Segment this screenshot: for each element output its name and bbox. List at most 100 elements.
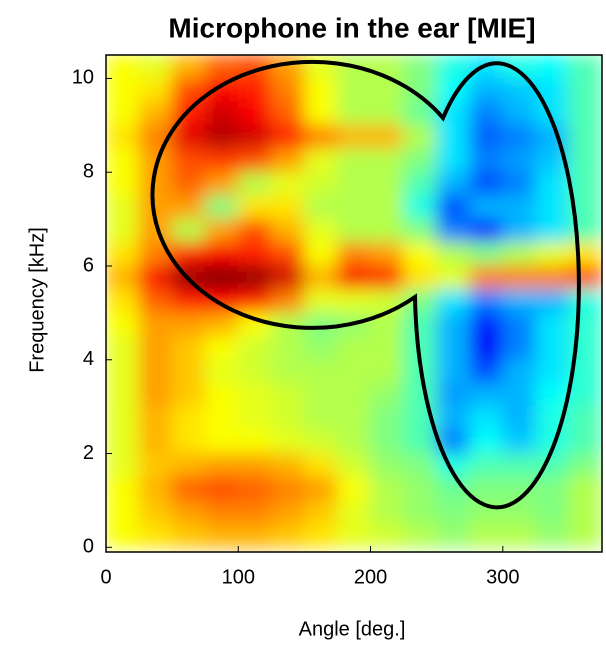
heatmap-cell bbox=[171, 335, 206, 361]
heatmap-cell bbox=[370, 195, 405, 220]
heatmap-cell bbox=[403, 218, 438, 244]
heatmap-cell bbox=[535, 312, 570, 337]
heatmap-cell bbox=[270, 453, 305, 478]
heatmap-cell bbox=[336, 288, 372, 314]
heatmap-cell bbox=[436, 242, 471, 267]
heatmap-cell bbox=[568, 429, 602, 455]
heatmap-cell bbox=[303, 55, 338, 79]
heatmap-cell bbox=[469, 382, 504, 408]
heatmap-cell bbox=[171, 382, 206, 408]
heatmap-cell bbox=[436, 523, 471, 548]
plot-frame bbox=[105, 54, 603, 553]
heatmap-cell bbox=[303, 523, 338, 548]
heatmap-cell bbox=[270, 499, 305, 525]
heatmap-cell bbox=[436, 288, 471, 314]
heatmap-cell bbox=[237, 242, 272, 267]
heatmap-cell bbox=[106, 124, 140, 150]
heatmap-cell bbox=[502, 453, 537, 478]
heatmap-cell bbox=[568, 312, 602, 337]
heatmap-cell bbox=[106, 499, 140, 525]
heatmap-cell bbox=[237, 429, 272, 455]
heatmap-cell bbox=[106, 429, 140, 455]
heatmap-cell bbox=[370, 124, 405, 150]
heatmap-cell bbox=[469, 171, 504, 197]
heatmap-cell bbox=[270, 77, 305, 103]
heatmap-cell bbox=[436, 359, 471, 384]
heatmap-cell bbox=[106, 359, 140, 384]
heatmap-cell bbox=[171, 359, 206, 384]
heatmap-cell bbox=[237, 335, 272, 361]
heatmap-cell bbox=[535, 499, 570, 525]
heatmap-cell bbox=[106, 55, 140, 79]
heatmap-cell bbox=[138, 476, 173, 501]
heatmap-cell bbox=[204, 242, 239, 267]
heatmap-cell bbox=[336, 265, 372, 290]
heatmap-cell bbox=[336, 218, 372, 244]
heatmap-cell bbox=[171, 406, 206, 431]
x-tick-label: 100 bbox=[222, 566, 255, 588]
heatmap-cell bbox=[568, 77, 602, 103]
heatmap-cell bbox=[336, 453, 372, 478]
x-tick-label: 300 bbox=[486, 566, 519, 588]
heatmap-cell bbox=[106, 312, 140, 337]
heatmap-cell bbox=[106, 453, 140, 478]
heatmap-cell bbox=[502, 523, 537, 548]
heatmap-cell bbox=[171, 499, 206, 525]
heatmap-cell bbox=[171, 453, 206, 478]
heatmap-cell bbox=[270, 288, 305, 314]
heatmap-cell bbox=[535, 382, 570, 408]
heatmap-cell bbox=[535, 288, 570, 314]
heatmap-cell bbox=[502, 124, 537, 150]
heatmap-cell bbox=[502, 195, 537, 220]
heatmap-cell bbox=[336, 148, 372, 173]
heatmap-cell bbox=[237, 148, 272, 173]
heatmap-cell bbox=[502, 429, 537, 455]
heatmap-cell bbox=[436, 265, 471, 290]
heatmap-cell bbox=[106, 195, 140, 220]
heatmap-cell bbox=[535, 55, 570, 79]
heatmap-cell bbox=[204, 335, 239, 361]
heatmap-cell bbox=[303, 359, 338, 384]
heatmap-cell bbox=[171, 124, 206, 150]
heatmap-cell bbox=[270, 429, 305, 455]
heatmap-cell bbox=[370, 101, 405, 126]
heatmap-cell bbox=[370, 148, 405, 173]
heatmap-cell bbox=[106, 523, 140, 548]
heatmap-cell bbox=[469, 77, 504, 103]
heatmap-cell bbox=[303, 288, 338, 314]
heatmap-cell bbox=[469, 218, 504, 244]
heatmap-cell bbox=[336, 171, 372, 197]
heatmap-cell bbox=[568, 499, 602, 525]
heatmap-cell bbox=[303, 148, 338, 173]
heatmap-cell bbox=[106, 77, 140, 103]
heatmap-cell bbox=[403, 453, 438, 478]
heatmap-cell bbox=[568, 101, 602, 126]
heatmap-cell bbox=[106, 171, 140, 197]
heatmap-cell bbox=[303, 453, 338, 478]
heatmap-cell bbox=[436, 124, 471, 150]
heatmap-cell bbox=[370, 406, 405, 431]
heatmap-cell bbox=[171, 242, 206, 267]
heatmap-cell bbox=[336, 124, 372, 150]
x-tick-label: 200 bbox=[354, 566, 387, 588]
x-tick-label: 0 bbox=[100, 566, 111, 588]
heatmap-cell bbox=[469, 429, 504, 455]
heatmap-cell bbox=[106, 335, 140, 361]
heatmap-cell bbox=[535, 476, 570, 501]
heatmap-cell bbox=[204, 171, 239, 197]
heatmap-cell bbox=[204, 382, 239, 408]
heatmap-cell bbox=[469, 148, 504, 173]
heatmap-cell bbox=[138, 77, 173, 103]
heatmap-cell bbox=[303, 242, 338, 267]
heatmap-cell bbox=[237, 288, 272, 314]
heatmap-cell bbox=[237, 171, 272, 197]
heatmap-cell bbox=[237, 265, 272, 290]
heatmap-cell bbox=[568, 476, 602, 501]
y-tick-label: 10 bbox=[72, 67, 94, 89]
heatmap-cell bbox=[502, 312, 537, 337]
heatmap-cell bbox=[237, 453, 272, 478]
heatmap-cell bbox=[138, 312, 173, 337]
heatmap-cell bbox=[403, 195, 438, 220]
heatmap-cell bbox=[270, 335, 305, 361]
